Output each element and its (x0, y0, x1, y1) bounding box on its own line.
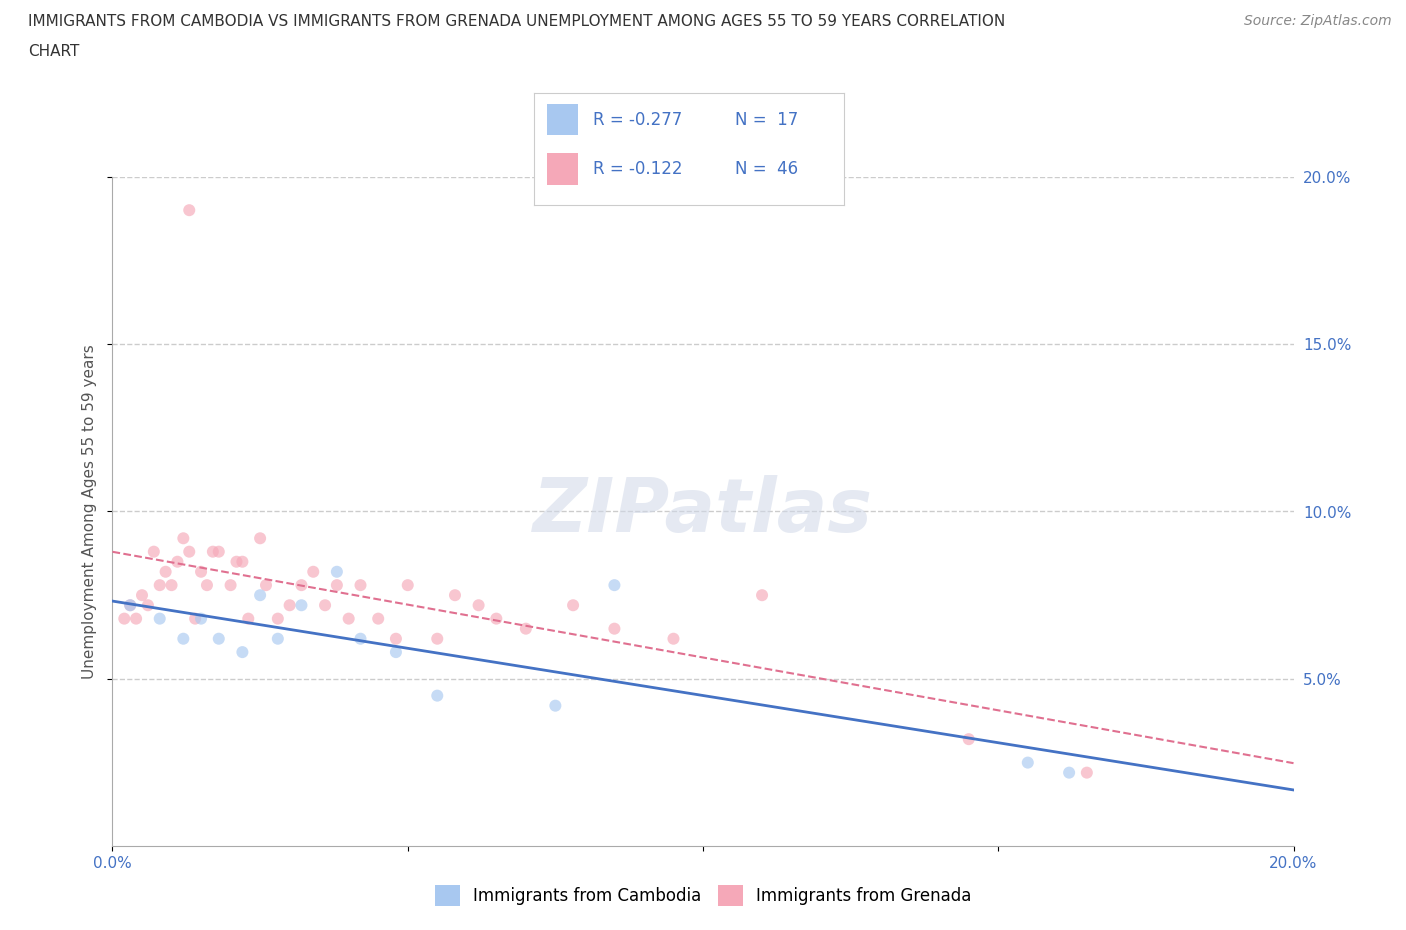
Point (326, 565, 349, 579)
Point (278, 598, 301, 613)
Point (326, 578, 349, 592)
Text: R = -0.277: R = -0.277 (593, 111, 682, 128)
Point (231, 644, 253, 659)
Point (172, 531, 194, 546)
Point (314, 598, 336, 613)
Point (172, 631, 194, 646)
Point (1076, 765, 1098, 780)
Point (179, 203, 201, 218)
Point (142, 544, 165, 559)
Point (337, 611, 360, 626)
Point (190, 565, 212, 579)
FancyBboxPatch shape (547, 153, 578, 184)
Text: Source: ZipAtlas.com: Source: ZipAtlas.com (1244, 14, 1392, 28)
Point (603, 578, 626, 592)
Point (120, 598, 142, 613)
Point (426, 688, 449, 703)
Point (349, 631, 371, 646)
Legend: Immigrants from Cambodia, Immigrants from Grenada: Immigrants from Cambodia, Immigrants fro… (427, 879, 979, 912)
Point (385, 644, 408, 659)
Point (267, 631, 290, 646)
Text: N =  46: N = 46 (735, 160, 799, 178)
Text: ZIPatlas: ZIPatlas (533, 475, 873, 548)
Point (544, 698, 567, 713)
Point (155, 565, 177, 579)
Text: CHART: CHART (28, 44, 80, 59)
Point (349, 578, 371, 592)
Text: N =  17: N = 17 (735, 111, 799, 128)
Point (125, 611, 148, 626)
Point (515, 621, 537, 636)
Point (249, 588, 271, 603)
FancyBboxPatch shape (547, 104, 578, 136)
Point (254, 578, 277, 592)
Point (190, 611, 212, 626)
Point (396, 578, 419, 592)
Point (160, 578, 183, 592)
Point (208, 631, 231, 646)
Y-axis label: Unemployment Among Ages 55 to 59 years: Unemployment Among Ages 55 to 59 years (82, 344, 97, 679)
Point (179, 544, 201, 559)
Point (238, 611, 260, 626)
Point (131, 588, 153, 603)
Point (231, 554, 253, 569)
Point (136, 598, 159, 613)
Point (1057, 765, 1080, 780)
Text: IMMIGRANTS FROM CAMBODIA VS IMMIGRANTS FROM GRENADA UNEMPLOYMENT AMONG AGES 55 T: IMMIGRANTS FROM CAMBODIA VS IMMIGRANTS F… (28, 14, 1005, 29)
Point (751, 588, 773, 603)
Point (290, 598, 312, 613)
Point (603, 621, 626, 636)
Point (201, 544, 224, 559)
Point (208, 544, 231, 559)
Point (120, 598, 142, 613)
Point (1017, 755, 1039, 770)
Point (385, 631, 408, 646)
Point (249, 531, 271, 546)
Point (219, 578, 242, 592)
Point (184, 611, 207, 626)
Point (290, 578, 312, 592)
Point (426, 631, 449, 646)
Text: R = -0.122: R = -0.122 (593, 160, 682, 178)
Point (467, 598, 489, 613)
Point (112, 611, 135, 626)
Point (195, 578, 218, 592)
Point (485, 611, 508, 626)
Point (957, 732, 980, 747)
Point (149, 611, 172, 626)
Point (662, 631, 685, 646)
Point (149, 578, 172, 592)
Point (166, 554, 188, 569)
Point (302, 565, 325, 579)
Point (225, 554, 247, 569)
Point (444, 588, 467, 603)
Point (267, 611, 290, 626)
Point (367, 611, 389, 626)
Point (562, 598, 585, 613)
